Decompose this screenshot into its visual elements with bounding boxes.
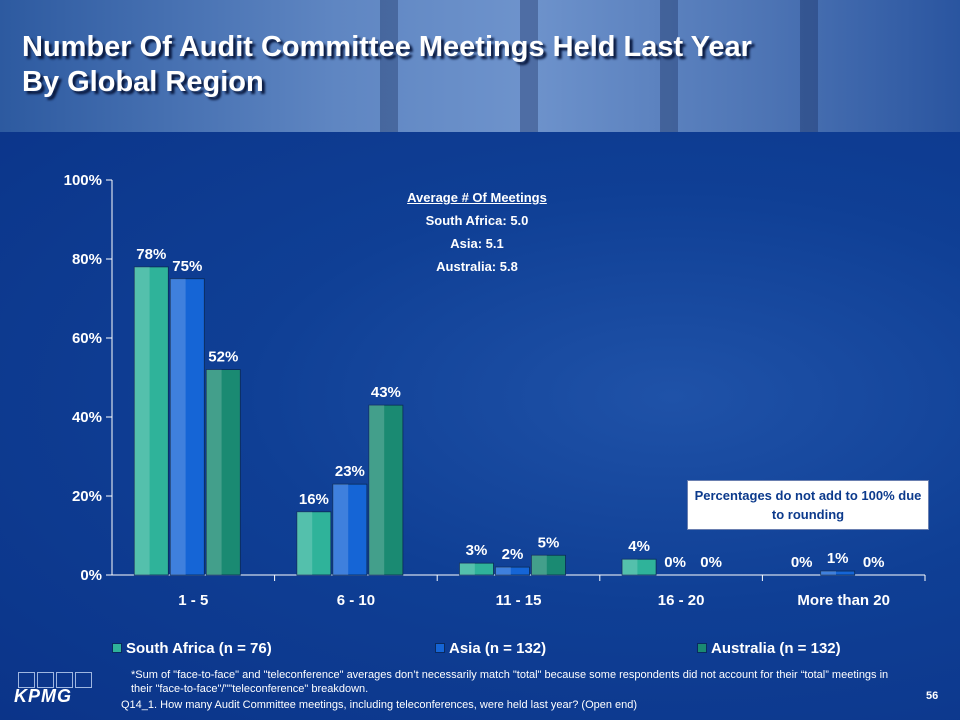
bar-highlight <box>170 278 186 575</box>
averages-title: Average # Of Meetings <box>407 190 547 205</box>
bar <box>368 404 404 576</box>
slide-title: Number Of Audit Committee Meetings Held … <box>22 30 922 100</box>
title-line-2: By Global Region <box>22 66 264 98</box>
average-south-africa: South Africa: 5.0 <box>425 213 529 228</box>
average-australia: Australia: 5.8 <box>436 259 518 274</box>
bar <box>133 266 169 576</box>
chart-legend: South Africa (n = 76) Asia (n = 132) Aus… <box>112 640 932 660</box>
x-category-label: More than 20 <box>797 592 890 609</box>
y-tick-label: 60% <box>72 330 102 347</box>
data-label: 2% <box>502 546 524 563</box>
bar-highlight <box>296 511 313 575</box>
data-label: 5% <box>538 534 560 551</box>
x-category-label: 16 - 20 <box>658 592 705 609</box>
bar <box>621 558 657 576</box>
y-tick-label: 80% <box>72 251 102 268</box>
bar-highlight <box>459 563 475 575</box>
logo-boxes <box>18 672 96 688</box>
legend-swatch-australia <box>697 643 707 653</box>
bar-highlight <box>531 555 547 575</box>
legend-label-asia: Asia (n = 132) <box>449 640 547 657</box>
data-label: 52% <box>208 349 238 366</box>
data-label: 0% <box>791 554 813 571</box>
legend-item-south-africa: South Africa (n = 76) <box>112 640 272 657</box>
legend-item-australia: Australia (n = 132) <box>697 640 841 657</box>
bar <box>296 511 332 576</box>
bar-highlight <box>820 571 836 575</box>
bar-highlight <box>368 405 385 575</box>
y-tick-label: 40% <box>72 409 102 426</box>
y-tick-label: 0% <box>80 567 102 584</box>
bar-highlight <box>622 559 638 575</box>
bar <box>169 278 205 576</box>
x-category-label: 11 - 15 <box>496 592 542 609</box>
legend-label-australia: Australia (n = 132) <box>711 640 841 657</box>
bar <box>495 566 530 576</box>
average-asia: Asia: 5.1 <box>450 236 504 251</box>
bar <box>820 570 856 576</box>
data-label: 16% <box>299 491 329 508</box>
data-label: 0% <box>700 554 722 571</box>
legend-item-asia: Asia (n = 132) <box>435 640 546 657</box>
data-label: 23% <box>335 463 365 480</box>
x-category-label: 1 - 5 <box>178 592 208 609</box>
averages-box: Average # Of Meetings South Africa: 5.0 … <box>382 186 572 278</box>
data-label: 4% <box>628 538 650 555</box>
legend-label-south-africa: South Africa (n = 76) <box>126 640 272 657</box>
x-category-label: 6 - 10 <box>337 592 375 609</box>
bar-highlight <box>495 567 511 575</box>
data-label: 43% <box>371 384 401 401</box>
legend-swatch-asia <box>435 643 445 653</box>
y-tick-label: 100% <box>64 172 102 189</box>
title-line-1: Number Of Audit Committee Meetings Held … <box>22 31 752 63</box>
data-label: 75% <box>172 258 202 275</box>
header-banner <box>0 0 960 132</box>
data-label: 0% <box>664 554 686 571</box>
bar <box>205 369 241 576</box>
data-label: 1% <box>827 550 849 567</box>
legend-swatch-south-africa <box>112 643 122 653</box>
bar-highlight <box>206 369 222 575</box>
question-text: Q14_1. How many Audit Committee meetings… <box>121 699 638 711</box>
rounding-note: Percentages do not add to 100% due to ro… <box>687 480 929 530</box>
y-tick-label: 20% <box>72 488 102 505</box>
data-label: 3% <box>466 542 488 559</box>
bar <box>459 562 494 576</box>
bar-highlight <box>332 484 349 575</box>
kpmg-logo: KPMG <box>14 672 96 710</box>
bar <box>332 483 368 576</box>
data-label: 0% <box>863 554 885 571</box>
bar <box>531 554 566 576</box>
bar-highlight <box>134 266 150 575</box>
footnote: *Sum of "face-to-face" and "teleconferen… <box>131 669 889 695</box>
data-label: 78% <box>136 246 166 263</box>
logo-text: KPMG <box>14 686 72 706</box>
page-number: 56 <box>926 690 939 702</box>
